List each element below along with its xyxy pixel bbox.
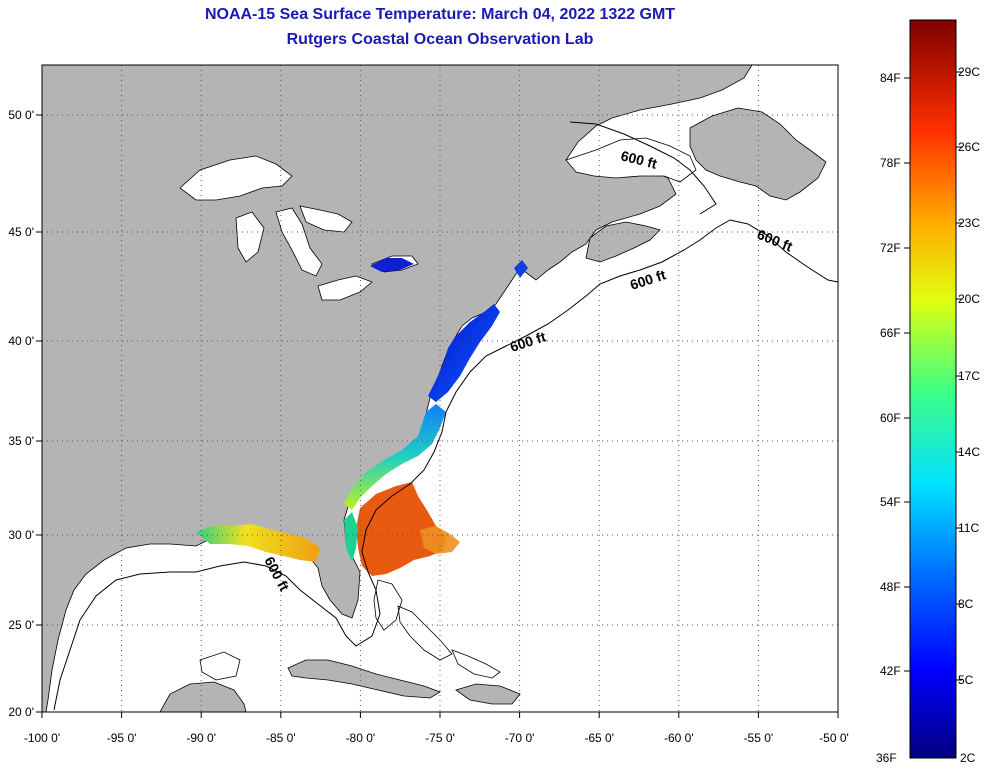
colorbar xyxy=(909,19,957,759)
colorbar-f-label: 48F xyxy=(880,580,901,594)
sst-gulf-of-maine xyxy=(514,260,528,278)
colorbar-c-label: 17C xyxy=(958,369,980,383)
x-tick-label: -95 0' xyxy=(107,731,137,745)
colorbar-f-label: 36F xyxy=(876,751,897,765)
x-tick-label: -75 0' xyxy=(425,731,455,745)
colorbar-c-label: 29C xyxy=(958,65,980,79)
sst-gulf-stream xyxy=(356,482,446,576)
x-tick-label: -70 0' xyxy=(505,731,535,745)
colorbar-c-label: 8C xyxy=(958,597,974,611)
colorbar-f-label: 84F xyxy=(880,71,901,85)
colorbar-f-label: 54F xyxy=(880,495,901,509)
colorbar-c-label: 5C xyxy=(958,673,974,687)
y-tick-label: 45 0' xyxy=(8,225,34,239)
colorbar-c-label: 14C xyxy=(958,445,980,459)
y-tick-label: 35 0' xyxy=(8,434,34,448)
sst-florida-strait xyxy=(344,512,358,562)
colorbar-f-label: 60F xyxy=(880,411,901,425)
colorbar-f-label: 42F xyxy=(880,664,901,678)
colorbar-c-label: 2C xyxy=(960,751,976,765)
colorbar-ticks xyxy=(904,71,962,681)
y-tick-label: 25 0' xyxy=(8,618,34,632)
gulf-st-lawrence xyxy=(565,137,697,183)
colorbar-c-label: 11C xyxy=(958,521,979,535)
map-title: NOAA-15 Sea Surface Temperature: March 0… xyxy=(204,6,676,23)
x-axis xyxy=(41,712,839,718)
y-axis xyxy=(36,114,42,713)
x-tick-label: -90 0' xyxy=(186,731,216,745)
colorbar-f-label: 66F xyxy=(880,326,901,340)
bahamas-banks xyxy=(199,579,501,681)
map-subtitle: Rutgers Coastal Ocean Observation Lab xyxy=(286,31,594,48)
great-lakes xyxy=(179,155,419,301)
isobath-600ft xyxy=(53,219,838,711)
lake-ontario-sst xyxy=(370,258,414,272)
sst-northeast-band xyxy=(428,304,500,402)
y-tick-label: 30 0' xyxy=(8,528,34,542)
sst-carolina-band xyxy=(344,404,446,510)
x-tick-label: -50 0' xyxy=(819,731,849,745)
newfoundland-land xyxy=(689,107,827,201)
y-tick-label: 40 0' xyxy=(8,334,34,348)
yucatan-land xyxy=(159,681,247,712)
nova-scotia-land xyxy=(585,221,661,263)
cuba-land xyxy=(287,659,441,699)
x-tick-label: -100 0' xyxy=(24,731,60,745)
y-tick-label: 50 0' xyxy=(8,108,34,122)
colorbar-f-label: 78F xyxy=(880,156,901,170)
colorbar-c-label: 26C xyxy=(958,140,980,154)
sst-northern-gulf xyxy=(196,524,320,562)
colorbar-f-label: 72F xyxy=(880,241,901,255)
x-tick-label: -65 0' xyxy=(584,731,614,745)
x-tick-label: -60 0' xyxy=(664,731,694,745)
colorbar-c-label: 23C xyxy=(958,216,980,230)
x-tick-label: -80 0' xyxy=(346,731,376,745)
colorbar-c-label: 20C xyxy=(958,292,980,306)
x-tick-label: -55 0' xyxy=(744,731,774,745)
hispaniola-land xyxy=(455,683,521,705)
x-tick-label: -85 0' xyxy=(266,731,296,745)
isobath-600ft-gulf xyxy=(569,121,717,215)
y-tick-label: 20 0' xyxy=(8,705,34,719)
